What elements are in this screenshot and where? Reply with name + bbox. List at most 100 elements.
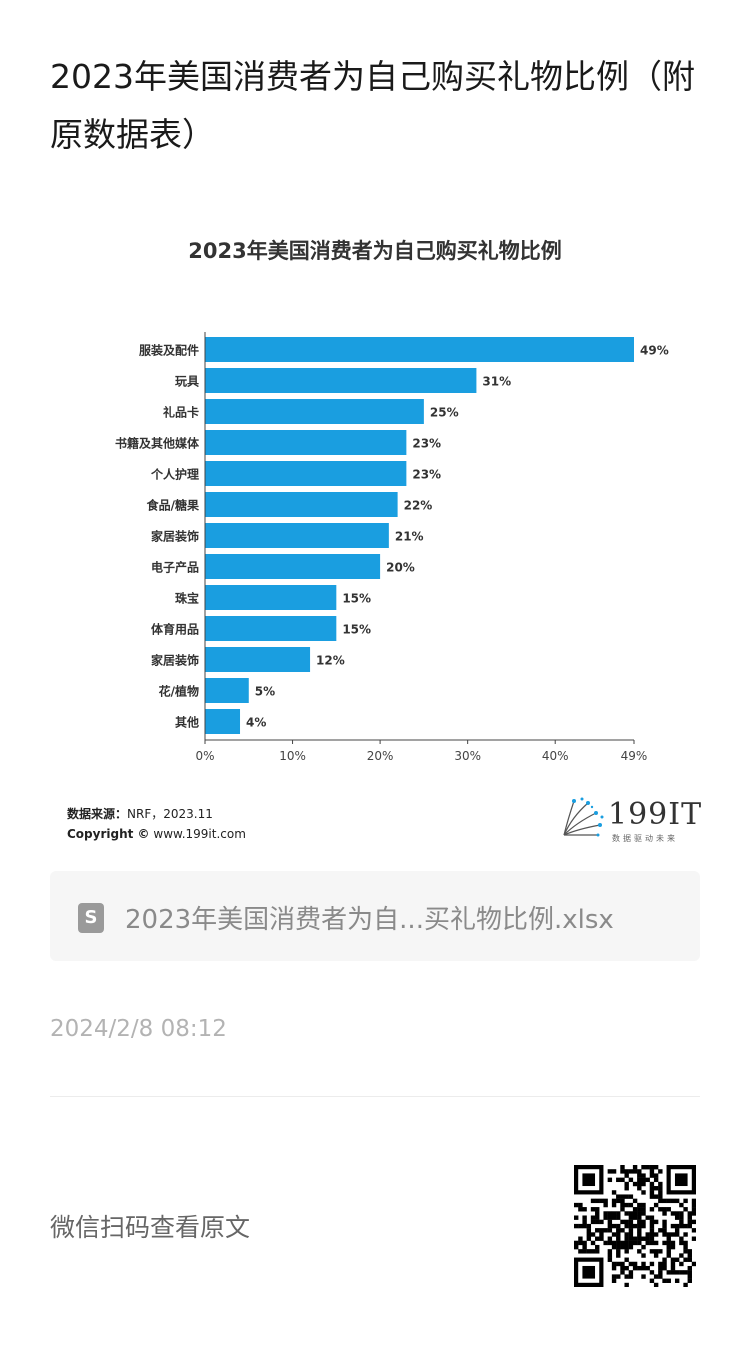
qr-module <box>574 1244 579 1250</box>
qr-module <box>658 1249 663 1254</box>
qr-module <box>679 1223 684 1229</box>
chart-image: 2023年美国消费者为自己购买礼物比例 服装及配件 49% 玩具 31% 礼品卡 25% 书… <box>50 215 701 855</box>
qr-module <box>628 1240 634 1246</box>
qr-module <box>683 1244 688 1250</box>
qr-module <box>607 1257 613 1262</box>
qr-module <box>624 1244 629 1250</box>
qr-module <box>607 1223 613 1229</box>
qr-module <box>586 1249 592 1254</box>
qr-module <box>649 1249 655 1254</box>
attachment-file-card[interactable]: S 2023年美国消费者为自...买礼物比例.xlsx <box>50 871 700 961</box>
qr-module <box>611 1261 617 1267</box>
qr-module <box>616 1274 621 1279</box>
qr-module <box>624 1249 629 1254</box>
qr-module <box>641 1274 646 1279</box>
qr-module <box>691 1211 696 1216</box>
qr-module <box>653 1219 659 1225</box>
qr-module <box>620 1198 625 1204</box>
qr-module <box>620 1207 625 1212</box>
qr-module <box>624 1265 629 1271</box>
qr-module <box>683 1282 688 1287</box>
data-label: 49% <box>640 344 669 358</box>
qr-module <box>649 1223 655 1229</box>
qr-module <box>637 1265 642 1271</box>
qr-module <box>649 1181 655 1187</box>
qr-module <box>649 1278 655 1283</box>
qr-module <box>624 1173 629 1178</box>
qr-code[interactable] <box>574 1165 696 1287</box>
category-label: 家居装饰 <box>151 529 199 544</box>
source-label: 数据来源： <box>67 807 128 821</box>
qr-module <box>620 1265 625 1271</box>
qr-module <box>607 1228 613 1233</box>
qr-module <box>632 1207 638 1212</box>
qr-module <box>687 1274 692 1279</box>
qr-module <box>628 1270 634 1275</box>
x-tick-label: 0% <box>195 749 214 763</box>
qr-module <box>582 1249 587 1254</box>
qr-module <box>599 1219 604 1225</box>
qr-module <box>616 1228 621 1233</box>
qr-module <box>620 1240 625 1246</box>
qr-module <box>628 1202 634 1208</box>
qr-module <box>662 1207 667 1212</box>
qr-module <box>674 1228 680 1233</box>
qr-module <box>637 1215 642 1220</box>
x-tick-label: 20% <box>367 749 394 763</box>
qr-module <box>691 1236 696 1241</box>
qr-module <box>645 1232 650 1237</box>
qr-module <box>628 1194 634 1199</box>
qr-module <box>649 1186 655 1191</box>
qr-module <box>632 1223 638 1229</box>
qr-module <box>653 1202 659 1208</box>
qr-module <box>658 1190 663 1195</box>
file-name[interactable]: 2023年美国消费者为自...买礼物比例.xlsx <box>125 905 614 935</box>
qr-module <box>632 1165 638 1170</box>
qr-module <box>590 1240 596 1246</box>
qr-module <box>641 1190 646 1195</box>
qr-module <box>620 1169 625 1174</box>
qr-module <box>599 1236 604 1241</box>
qr-module <box>653 1274 659 1279</box>
qr-module <box>653 1240 659 1246</box>
brand-logo: 199IT 数据驱动未来 <box>558 795 701 845</box>
qr-module <box>649 1194 655 1199</box>
qr-module <box>620 1165 625 1170</box>
qr-module <box>658 1228 663 1233</box>
qr-module <box>658 1186 663 1191</box>
qr-module <box>590 1215 596 1220</box>
qr-module <box>687 1215 692 1220</box>
data-label: 12% <box>316 654 345 668</box>
qr-module <box>595 1207 600 1212</box>
qr-module <box>649 1270 655 1275</box>
qr-module <box>603 1198 608 1204</box>
category-label: 家居装饰 <box>151 653 199 668</box>
qr-module <box>595 1228 600 1233</box>
qr-module <box>666 1236 671 1241</box>
qr-module <box>595 1215 600 1220</box>
qr-module <box>599 1228 604 1233</box>
bar <box>205 709 241 734</box>
x-tick-label: 49% <box>621 749 648 763</box>
qr-module <box>637 1173 642 1178</box>
qr-module <box>582 1223 587 1229</box>
qr-module <box>662 1223 667 1229</box>
qr-module <box>683 1270 688 1275</box>
qr-module <box>624 1169 629 1174</box>
qr-module <box>620 1228 625 1233</box>
qr-module <box>611 1265 617 1271</box>
qr-module <box>683 1249 688 1254</box>
qr-module <box>653 1173 659 1178</box>
qr-module <box>624 1211 629 1216</box>
qr-module <box>628 1215 634 1220</box>
qr-module <box>595 1249 600 1254</box>
qr-module <box>611 1278 617 1283</box>
qr-module <box>607 1236 613 1241</box>
data-label: 25% <box>430 406 459 420</box>
scan-prompt: 微信扫码查看原文 <box>50 1213 251 1242</box>
source-line: 数据来源：NRF，2023.11 <box>67 805 213 822</box>
qr-module <box>616 1244 621 1250</box>
bar <box>205 616 337 641</box>
bar <box>205 368 477 393</box>
qr-module <box>649 1169 655 1174</box>
